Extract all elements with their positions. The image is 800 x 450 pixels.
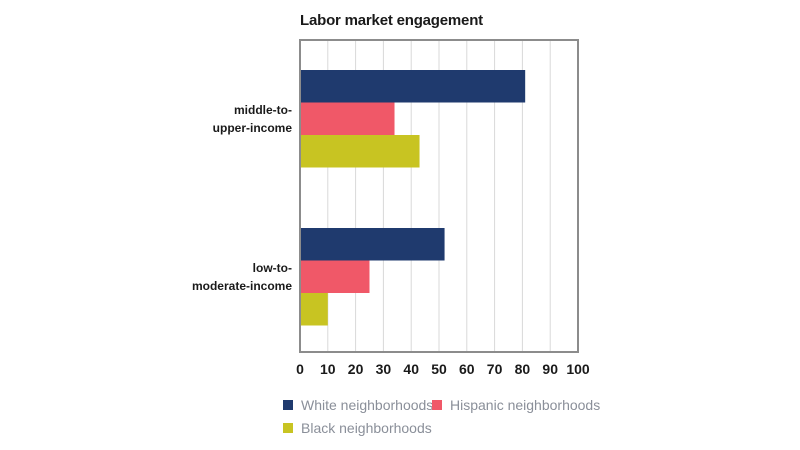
legend-item-white: White neighborhoods — [283, 397, 433, 413]
x-tick-label: 10 — [320, 361, 336, 377]
category-labels: middle-to-upper-income low-to-moderate-in… — [192, 103, 292, 293]
x-tick-label: 30 — [376, 361, 392, 377]
bar-white-middle-upper — [300, 70, 526, 103]
bar-hispanic-low-moderate — [300, 260, 370, 293]
bars — [300, 70, 526, 326]
legend-swatch-black — [283, 423, 293, 433]
x-tick-labels: 0 10 20 30 40 50 60 70 80 90 100 — [296, 361, 590, 377]
gridlines — [327, 40, 551, 352]
x-tick-label: 80 — [515, 361, 531, 377]
bar-black-middle-upper — [300, 135, 420, 168]
legend-label-black: Black neighborhoods — [301, 420, 432, 436]
x-tick-label: 60 — [459, 361, 475, 377]
legend-swatch-white — [283, 400, 293, 410]
x-tick-label: 20 — [348, 361, 364, 377]
x-tick-label: 0 — [296, 361, 304, 377]
bar-black-low-moderate — [300, 293, 328, 326]
x-tick-label: 70 — [487, 361, 503, 377]
legend-item-hispanic: Hispanic neighborhoods — [432, 397, 600, 413]
bar-white-low-moderate — [300, 228, 445, 261]
bar-hispanic-middle-upper — [300, 102, 395, 135]
legend-item-black: Black neighborhoods — [283, 420, 432, 436]
legend-label-white: White neighborhoods — [301, 397, 434, 413]
x-tick-label: 90 — [542, 361, 558, 377]
x-tick-label: 40 — [403, 361, 419, 377]
x-tick-label: 50 — [431, 361, 447, 377]
category-label: low-to-moderate-income — [192, 261, 292, 293]
x-tick-label: 100 — [566, 361, 590, 377]
legend-label-hispanic: Hispanic neighborhoods — [450, 397, 601, 413]
legend-swatch-hispanic — [432, 400, 442, 410]
chart-title: Labor market engagement — [300, 12, 483, 29]
plot-area-frame — [299, 39, 579, 353]
category-label: middle-to-upper-income — [213, 103, 293, 135]
